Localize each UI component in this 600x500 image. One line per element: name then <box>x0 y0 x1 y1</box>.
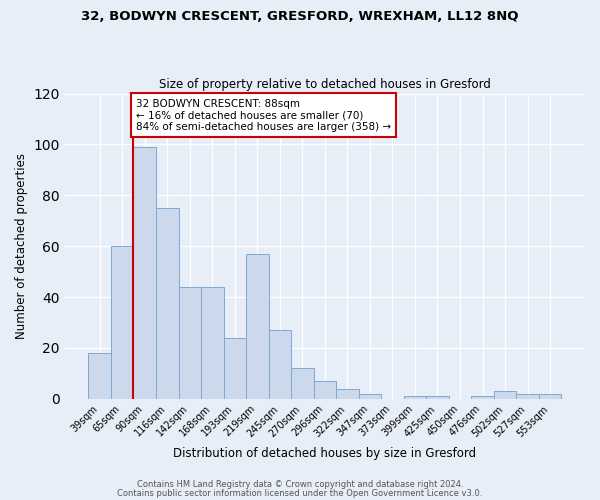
Bar <box>224 338 246 399</box>
Bar <box>246 254 269 399</box>
Bar <box>156 208 179 399</box>
Text: 32 BODWYN CRESCENT: 88sqm
← 16% of detached houses are smaller (70)
84% of semi-: 32 BODWYN CRESCENT: 88sqm ← 16% of detac… <box>136 98 391 132</box>
Text: Contains public sector information licensed under the Open Government Licence v3: Contains public sector information licen… <box>118 488 482 498</box>
Bar <box>336 388 359 399</box>
Bar <box>539 394 562 399</box>
Bar <box>404 396 426 399</box>
Text: 32, BODWYN CRESCENT, GRESFORD, WREXHAM, LL12 8NQ: 32, BODWYN CRESCENT, GRESFORD, WREXHAM, … <box>81 10 519 23</box>
Bar <box>426 396 449 399</box>
Bar <box>179 287 201 399</box>
X-axis label: Distribution of detached houses by size in Gresford: Distribution of detached houses by size … <box>173 447 476 460</box>
Bar <box>201 287 224 399</box>
Bar <box>269 330 291 399</box>
Bar <box>88 353 111 399</box>
Bar <box>111 246 133 399</box>
Text: Contains HM Land Registry data © Crown copyright and database right 2024.: Contains HM Land Registry data © Crown c… <box>137 480 463 489</box>
Title: Size of property relative to detached houses in Gresford: Size of property relative to detached ho… <box>159 78 491 91</box>
Bar <box>471 396 494 399</box>
Y-axis label: Number of detached properties: Number of detached properties <box>15 153 28 339</box>
Bar <box>359 394 381 399</box>
Bar <box>517 394 539 399</box>
Bar <box>291 368 314 399</box>
Bar <box>314 381 336 399</box>
Bar <box>494 391 517 399</box>
Bar <box>133 147 156 399</box>
